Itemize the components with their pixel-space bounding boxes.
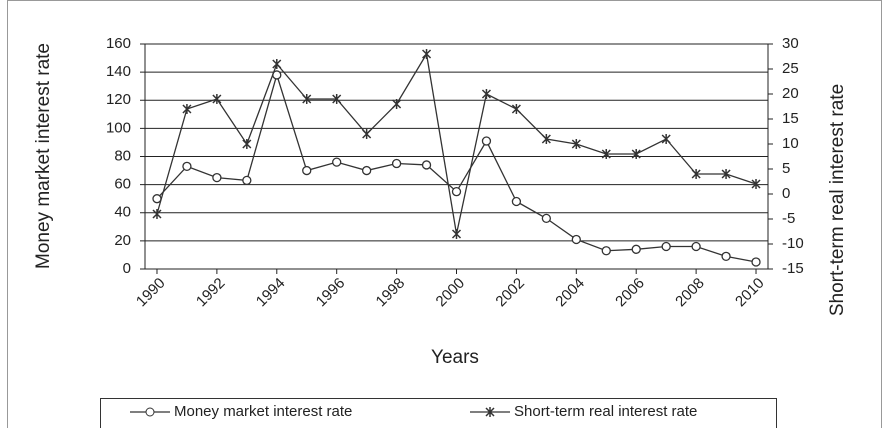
point [451, 187, 462, 197]
x-tick-label: 2008 [672, 275, 708, 311]
y-tick-label: 80 [114, 147, 131, 164]
x-tick-label: 1998 [373, 275, 409, 311]
point [422, 49, 432, 59]
x-tick-label: 2006 [612, 275, 648, 311]
point [601, 246, 611, 256]
point [212, 172, 222, 183]
point [182, 104, 192, 114]
point [272, 59, 282, 69]
point [571, 234, 581, 245]
y-tick-label: 160 [106, 35, 131, 52]
x-tick-label: 2000 [433, 275, 469, 311]
point [302, 165, 312, 176]
y2-axis-title: Short-term real interest rate [827, 84, 848, 316]
point [152, 194, 162, 204]
point [182, 161, 192, 171]
y2-tick-label: 10 [782, 135, 799, 152]
legend-label: Money market interest rate [174, 403, 352, 420]
point [212, 94, 222, 104]
x-tick-label: 2002 [492, 275, 528, 311]
y-tick-label: 100 [106, 119, 131, 136]
point [391, 158, 402, 169]
legend-box [100, 398, 777, 428]
point [601, 149, 611, 159]
point [392, 99, 402, 109]
point [511, 104, 521, 114]
point [691, 241, 701, 252]
y2-tick-label: 20 [782, 85, 799, 102]
x-tick-label: 1992 [193, 275, 229, 311]
y-tick-label: 20 [114, 232, 131, 249]
y-tick-label: 0 [123, 260, 131, 277]
point [721, 169, 731, 179]
point [631, 149, 641, 159]
x-tick-label: 2010 [732, 275, 768, 311]
point [631, 244, 641, 254]
legend-marker [485, 407, 495, 417]
legend-marker [145, 407, 155, 417]
point [571, 139, 581, 149]
point [421, 160, 432, 170]
y2-tick-label: 0 [782, 185, 790, 202]
y-axis-title: Money market interest rate [33, 43, 54, 269]
point [541, 134, 551, 144]
point [661, 134, 671, 144]
x-tick-label: 1994 [253, 275, 289, 311]
x-tick-label: 1996 [313, 275, 349, 311]
point [362, 129, 372, 139]
y2-tick-label: 15 [782, 110, 799, 127]
x-tick-label: 1990 [133, 275, 169, 311]
point [302, 94, 312, 104]
point [541, 213, 552, 224]
y-tick-label: 40 [114, 204, 131, 221]
y-tick-label: 120 [106, 91, 131, 108]
y2-tick-label: 25 [782, 60, 799, 77]
point [332, 94, 342, 104]
x-tick-label: 2004 [552, 275, 588, 311]
point [751, 257, 761, 267]
point [721, 251, 731, 261]
point [242, 175, 252, 186]
point [511, 196, 522, 207]
x-axis-title: Years [431, 347, 479, 368]
y2-tick-label: -15 [782, 260, 804, 277]
y-tick-label: 60 [114, 176, 131, 193]
point [451, 229, 462, 239]
point [332, 157, 342, 167]
point [242, 139, 252, 149]
y2-tick-label: -5 [782, 210, 795, 227]
point [481, 136, 492, 146]
point [691, 169, 701, 179]
point [152, 209, 162, 219]
point [661, 241, 671, 252]
y2-tick-label: 30 [782, 35, 799, 52]
point [361, 165, 372, 176]
y2-tick-label: 5 [782, 160, 790, 177]
frame [7, 0, 882, 428]
y2-tick-label: -10 [782, 235, 804, 252]
point [481, 89, 491, 99]
y-tick-label: 140 [106, 63, 131, 80]
legend-label: Short-term real interest rate [514, 403, 697, 420]
point [751, 179, 761, 189]
